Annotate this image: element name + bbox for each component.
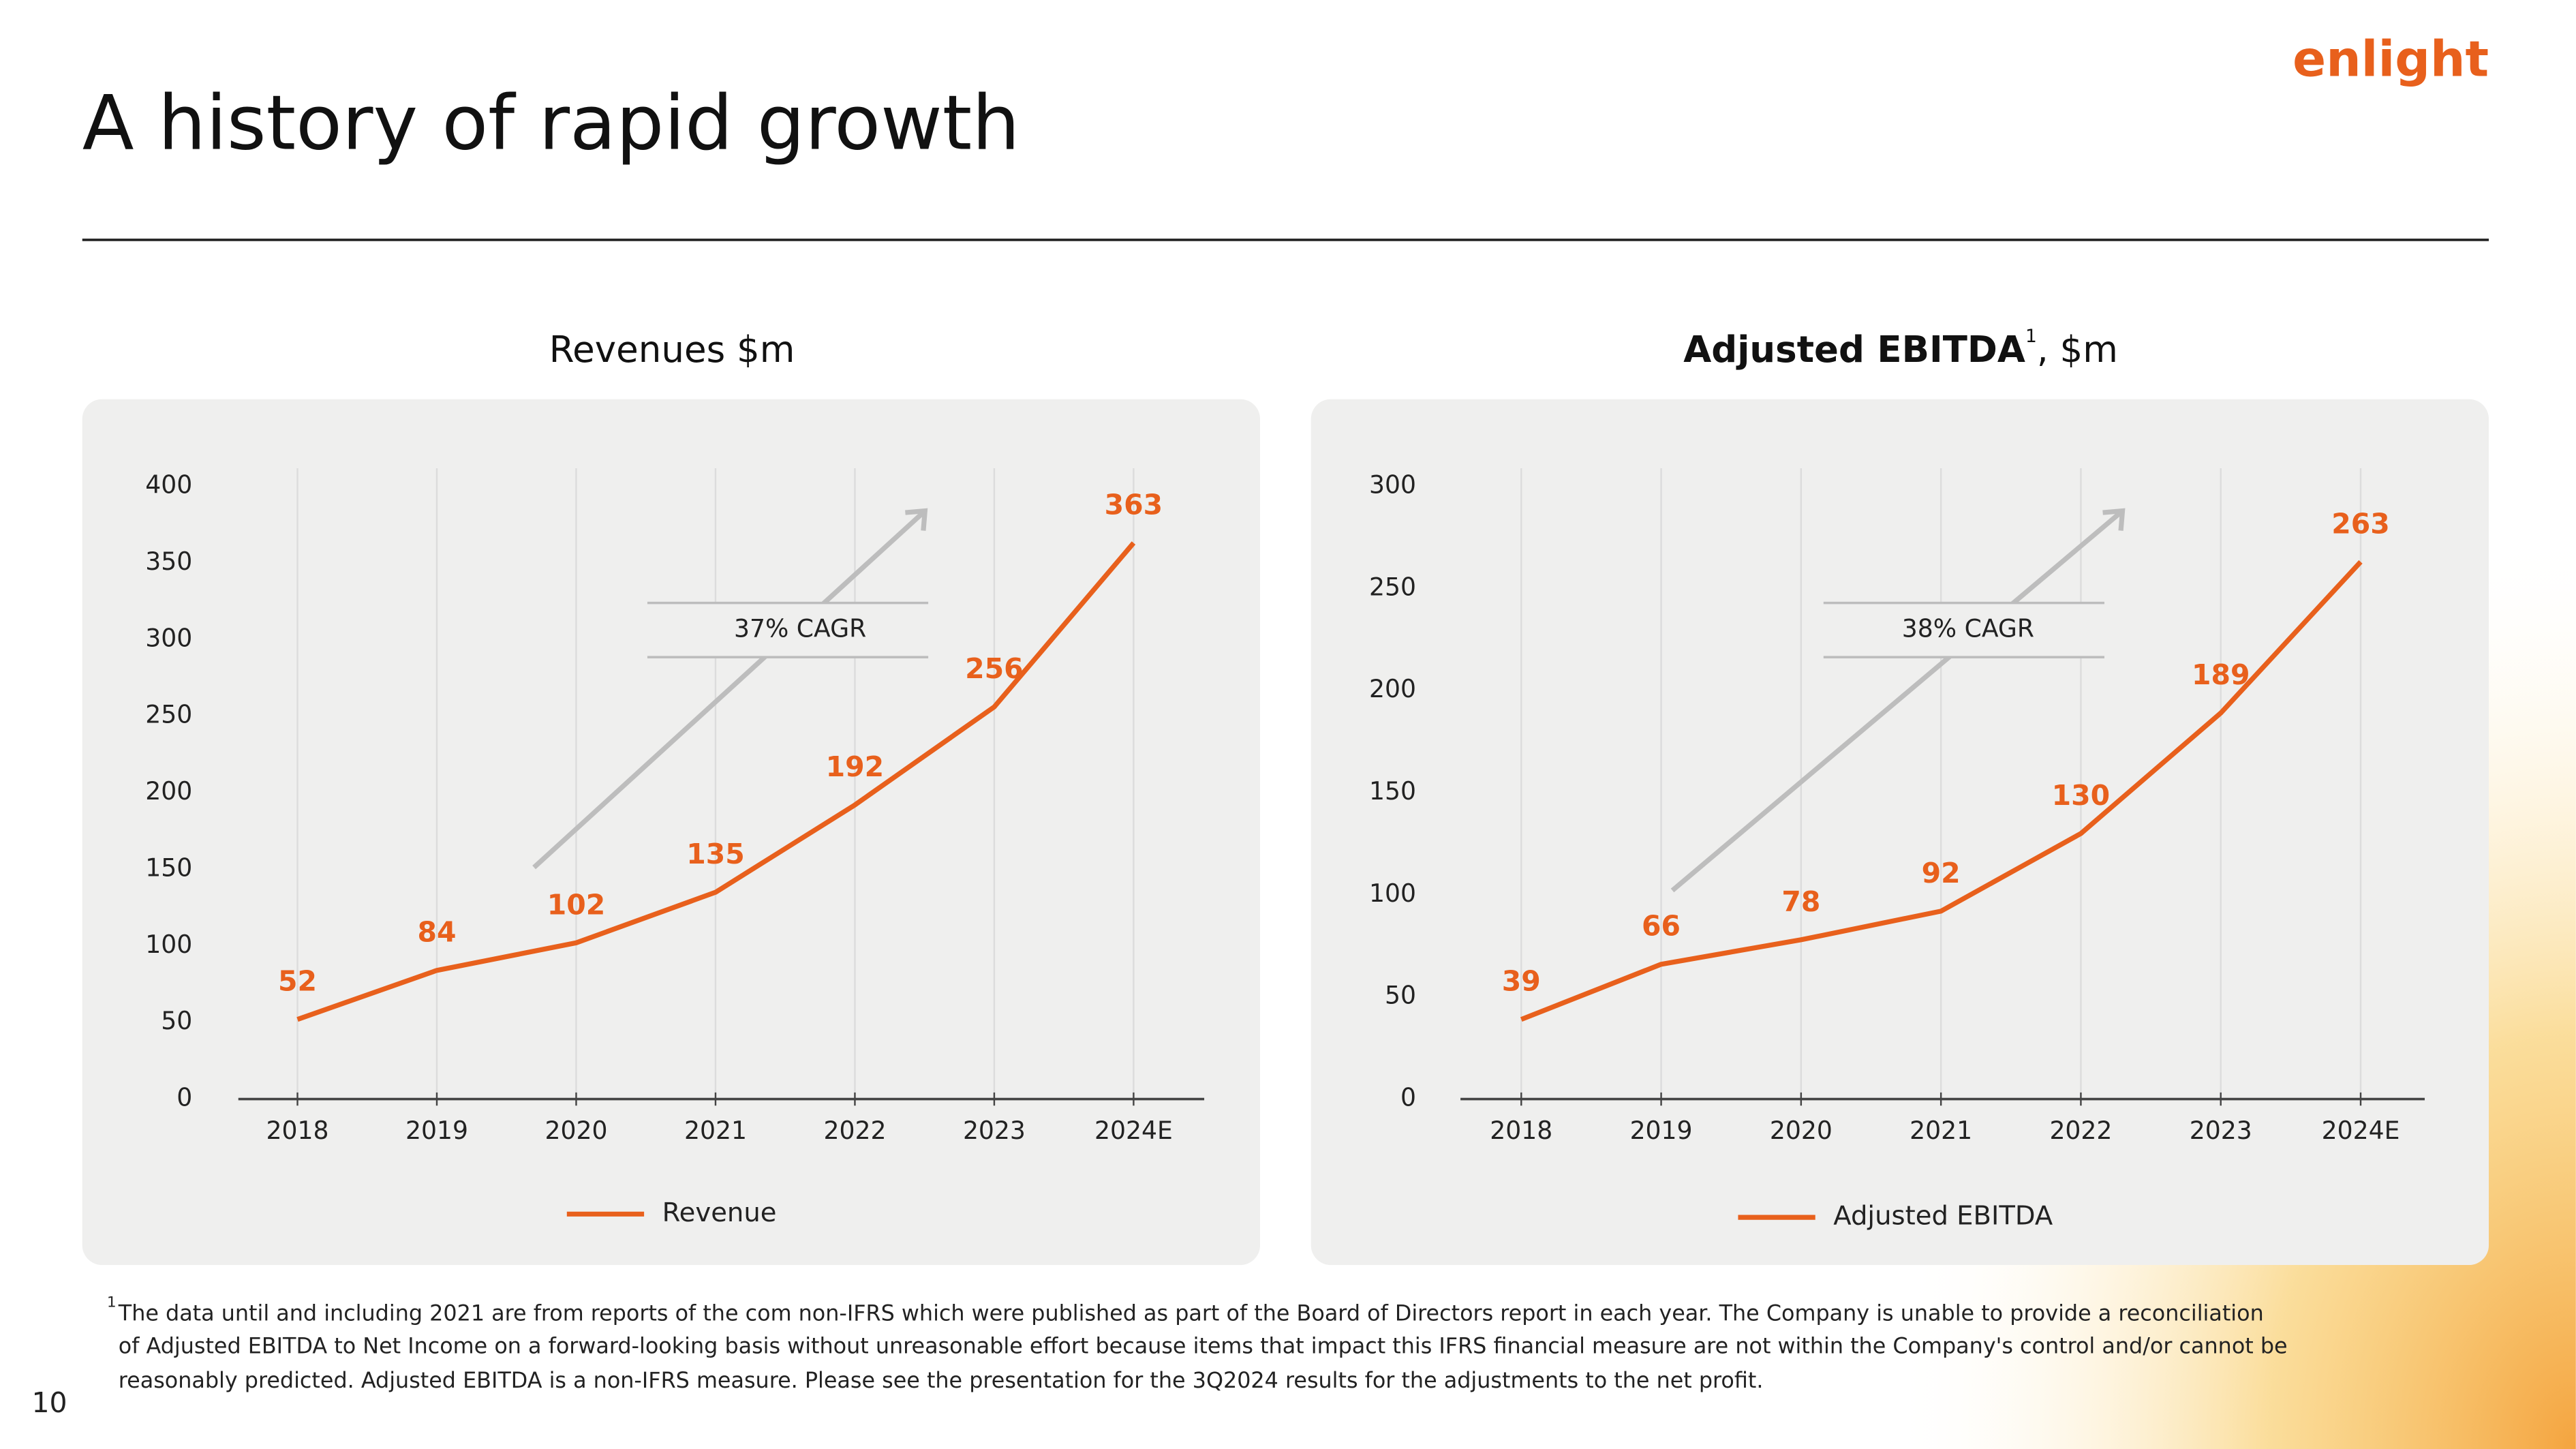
data-label: 135 — [686, 838, 745, 870]
annotation-box — [647, 603, 929, 658]
logo: enlight — [2293, 31, 2489, 89]
chart-title-part: Revenues $m — [549, 328, 795, 370]
y-tick-label: 200 — [1369, 674, 1416, 703]
y-tick-label: 150 — [145, 853, 192, 882]
data-label: 92 — [1922, 857, 1961, 889]
y-tick-label: 50 — [161, 1006, 192, 1035]
y-tick-label: 200 — [145, 776, 192, 806]
data-label: 52 — [278, 965, 317, 998]
chart-title: Revenues $m — [549, 328, 795, 370]
chart-title-part: Adjusted EBITDA — [1683, 328, 2025, 370]
chart-title: Adjusted EBITDA1, $m — [1683, 326, 2118, 371]
x-tick-label: 2019 — [405, 1116, 468, 1145]
chart: Revenues $m 0 50 100 150 200 250 300 350 400 2018 2… — [145, 328, 1205, 1228]
annotation-arrowhead — [2102, 508, 2126, 531]
annotation-arrow — [532, 508, 927, 870]
x-tick-label: 2021 — [684, 1116, 747, 1145]
legend-label: Revenue — [662, 1198, 777, 1228]
page-number: 10 — [31, 1386, 67, 1419]
x-tick-label: 2024E — [2322, 1116, 2400, 1145]
data-label: 263 — [2331, 507, 2390, 540]
chart: Adjusted EBITDA1, $m05010015020025030020… — [1369, 326, 2425, 1232]
x-tick-label: 2022 — [823, 1116, 886, 1145]
x-tick-label: 2018 — [1490, 1116, 1552, 1145]
x-tick-label: 2024E — [1094, 1116, 1173, 1145]
x-tick-label: 2018 — [266, 1116, 329, 1145]
data-label: 363 — [1105, 489, 1163, 521]
x-tick-label: 2023 — [963, 1116, 1026, 1145]
annotation-arrow — [1670, 508, 2124, 893]
footnote-line: reasonably predicted. Adjusted EBITDA is… — [119, 1367, 1764, 1393]
data-label: 192 — [826, 750, 885, 783]
x-tick-label: 2020 — [545, 1116, 607, 1145]
x-tick-label: 2020 — [1770, 1116, 1833, 1145]
data-label: 66 — [1642, 910, 1681, 943]
chart-panel — [82, 399, 1261, 1266]
data-label: 102 — [547, 888, 606, 921]
data-label: 256 — [965, 652, 1024, 685]
y-tick-label: 0 — [1400, 1083, 1416, 1112]
footnote-line: of Adjusted EBITDA to Net Income on a fo… — [119, 1333, 2288, 1359]
page-title: A history of rapid growth — [82, 79, 1020, 167]
y-tick-label: 50 — [1385, 981, 1416, 1010]
data-label: 189 — [2192, 658, 2250, 691]
annotation-box — [1823, 603, 2104, 658]
y-tick-label: 250 — [145, 700, 192, 729]
footnote-line: The data until and including 2021 are fr… — [118, 1300, 2264, 1326]
annotation: 37% CAGR — [734, 613, 866, 643]
chart-panel — [1310, 399, 2489, 1266]
y-tick-label: 300 — [1369, 470, 1416, 499]
y-tick-label: 100 — [1369, 879, 1416, 908]
x-tick-label: 2019 — [1630, 1116, 1693, 1145]
data-label: 39 — [1502, 965, 1541, 998]
data-label: 84 — [417, 916, 456, 949]
x-tick-label: 2023 — [2190, 1116, 2252, 1145]
x-tick-label: 2022 — [2049, 1116, 2112, 1145]
y-tick-label: 300 — [145, 623, 192, 652]
annotation-arrowhead — [905, 508, 928, 531]
y-tick-label: 400 — [145, 470, 192, 499]
y-tick-label: 250 — [1369, 572, 1416, 601]
annotation: 38% CAGR — [1902, 613, 2034, 643]
chart-title-part: , $m — [2037, 328, 2118, 370]
y-tick-label: 350 — [145, 547, 192, 576]
y-tick-label: 150 — [1369, 776, 1416, 806]
x-tick-label: 2021 — [1910, 1116, 1972, 1145]
chart-title-part: 1 — [2025, 326, 2037, 347]
y-tick-label: 100 — [145, 930, 192, 959]
series-line — [296, 541, 1136, 1022]
footnote-marker: 1 — [107, 1294, 117, 1311]
data-label: 130 — [2052, 779, 2111, 812]
legend-label: Adjusted EBITDA — [1833, 1201, 2053, 1232]
y-tick-label: 0 — [177, 1083, 192, 1112]
data-label: 78 — [1781, 885, 1820, 918]
series-line — [1520, 560, 2363, 1022]
